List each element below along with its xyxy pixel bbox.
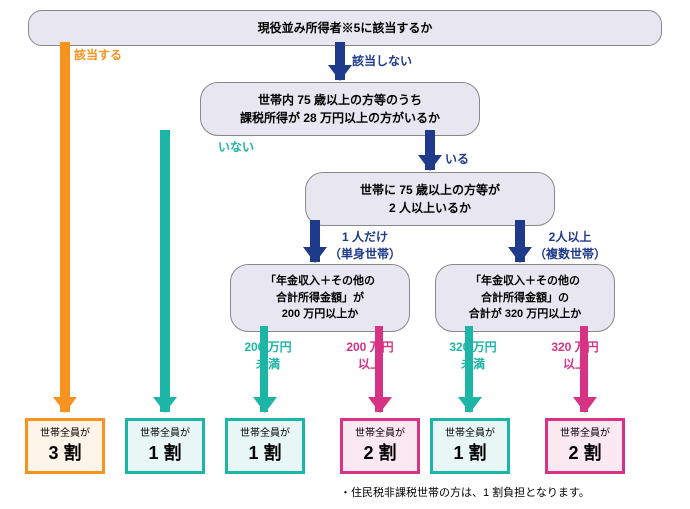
result-4: 世帯全員が 2 割 xyxy=(340,418,420,474)
result-5: 世帯全員が 1 割 xyxy=(430,418,510,474)
label-no1: 該当しない xyxy=(352,52,412,69)
result-3: 世帯全員が 1 割 xyxy=(225,418,305,474)
arrow-n3-n5 xyxy=(515,220,525,262)
arrow-r6 xyxy=(580,326,588,412)
node-n5: 「年金収入＋その他の 合計所得金額」の 合計が 320 万円以上か xyxy=(435,264,615,332)
arrow-n2-n3 xyxy=(425,130,435,170)
result-2: 世帯全員が 1 割 xyxy=(125,418,205,474)
result-2-pre: 世帯全員が xyxy=(140,428,190,439)
arrow-root-n2 xyxy=(335,42,345,80)
label-b1a: 1 人だけ xyxy=(342,230,388,244)
footnote: ・住民税非課税世帯の方は、1 割負担となります。 xyxy=(340,484,590,500)
node-root: 現役並み所得者※5に該当するか xyxy=(28,10,662,46)
label-u320: 320 万円 未満 xyxy=(443,338,503,372)
result-5-pre: 世帯全員が xyxy=(445,428,495,439)
result-6-val: 2 割 xyxy=(552,442,618,465)
node-root-text: 現役並み所得者※5に該当するか xyxy=(258,21,433,35)
label-u200: 200 万円 未満 xyxy=(238,338,298,372)
arrow-r4 xyxy=(375,326,383,412)
result-1-val: 3 割 xyxy=(32,442,98,465)
arrow-r2 xyxy=(160,130,170,412)
label-b2: 2人以上 （複数世帯） xyxy=(530,228,610,262)
label-o200a: 200 万円 xyxy=(346,340,393,354)
result-3-val: 1 割 xyxy=(232,442,298,465)
node-n4-text: 「年金収入＋その他の 合計所得金額」が 200 万円以上か xyxy=(265,275,375,320)
result-2-val: 1 割 xyxy=(132,442,198,465)
node-n2-text: 世帯内 75 歳以上の方等のうち 課税所得が 28 万円以上の方がいるか xyxy=(240,93,440,125)
label-b2a: 2人以上 xyxy=(549,230,592,244)
label-b2b: （複数世帯） xyxy=(534,247,606,261)
result-1: 世帯全員が 3 割 xyxy=(25,418,105,474)
node-n4: 「年金収入＋その他の 合計所得金額」が 200 万円以上か xyxy=(230,264,410,332)
label-b1: 1 人だけ （単身世帯） xyxy=(325,228,405,262)
node-n5-text: 「年金収入＋その他の 合計所得金額」の 合計が 320 万円以上か xyxy=(469,275,581,320)
label-yes2: いる xyxy=(445,150,469,167)
node-n3: 世帯に 75 歳以上の方等が 2 人以上いるか xyxy=(305,172,555,226)
arrow-n3-n4 xyxy=(310,220,320,262)
result-4-pre: 世帯全員が xyxy=(355,428,405,439)
result-5-val: 1 割 xyxy=(437,442,503,465)
node-n3-text: 世帯に 75 歳以上の方等が 2 人以上いるか xyxy=(360,183,500,215)
label-o320a: 320 万円 xyxy=(551,340,598,354)
result-6-pre: 世帯全員が xyxy=(560,428,610,439)
node-n2: 世帯内 75 歳以上の方等のうち 課税所得が 28 万円以上の方がいるか xyxy=(200,82,480,136)
result-6: 世帯全員が 2 割 xyxy=(545,418,625,474)
label-b1b: （単身世帯） xyxy=(329,247,401,261)
label-no2: いない xyxy=(218,138,254,155)
arrow-r5 xyxy=(465,326,473,412)
result-3-pre: 世帯全員が xyxy=(240,428,290,439)
result-4-val: 2 割 xyxy=(347,442,413,465)
label-o200: 200 万円 以上 xyxy=(340,338,400,372)
arrow-r1 xyxy=(60,42,70,412)
label-yes1: 該当する xyxy=(74,46,122,63)
arrow-r3 xyxy=(260,326,268,412)
label-o320: 320 万円 以上 xyxy=(545,338,605,372)
result-1-pre: 世帯全員が xyxy=(40,428,90,439)
